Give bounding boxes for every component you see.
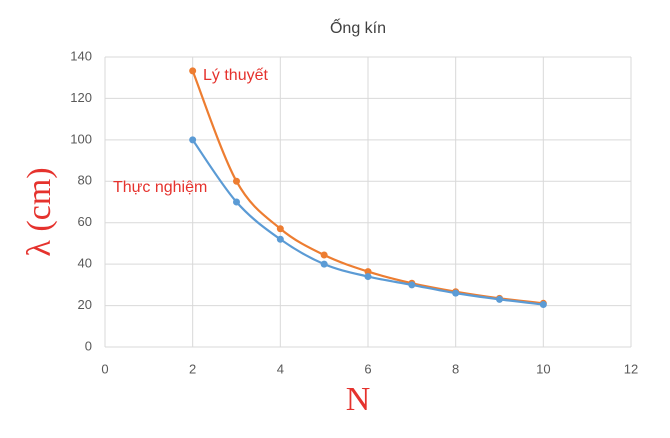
x-tick-label: 4	[277, 361, 284, 376]
x-tick-label: 2	[189, 361, 196, 376]
y-tick-label: 80	[78, 173, 92, 188]
x-axis-label: N	[346, 381, 371, 418]
x-tick-label: 0	[101, 361, 108, 376]
data-point	[364, 273, 372, 281]
data-point	[320, 260, 328, 268]
y-tick-label: 0	[85, 338, 92, 353]
x-tick-label: 8	[452, 361, 459, 376]
data-point	[189, 67, 197, 75]
data-point	[539, 301, 547, 309]
y-tick-label: 60	[78, 214, 92, 229]
y-tick-label: 20	[78, 297, 92, 312]
data-point	[320, 251, 328, 259]
y-tick-label: 40	[78, 256, 92, 271]
data-point	[233, 177, 240, 185]
x-tick-label: 6	[364, 361, 371, 376]
x-tick-label: 10	[536, 361, 550, 376]
x-tick-label: 12	[624, 361, 638, 376]
data-point	[233, 198, 240, 206]
y-axis-label: λ (cm)	[21, 167, 58, 256]
data-point	[496, 295, 503, 303]
data-point	[276, 225, 284, 233]
chart-title: Ống kín	[330, 17, 386, 37]
y-tick-label: 140	[70, 48, 92, 63]
data-point	[364, 268, 372, 276]
series-label: Lý thuyết	[203, 67, 268, 84]
y-tick-label: 100	[70, 131, 92, 146]
data-point	[408, 281, 416, 289]
y-tick-label: 120	[70, 90, 92, 105]
data-point	[452, 289, 460, 297]
data-point	[189, 136, 197, 144]
data-point	[276, 235, 284, 243]
series-label: Thực nghiệm	[113, 179, 207, 196]
